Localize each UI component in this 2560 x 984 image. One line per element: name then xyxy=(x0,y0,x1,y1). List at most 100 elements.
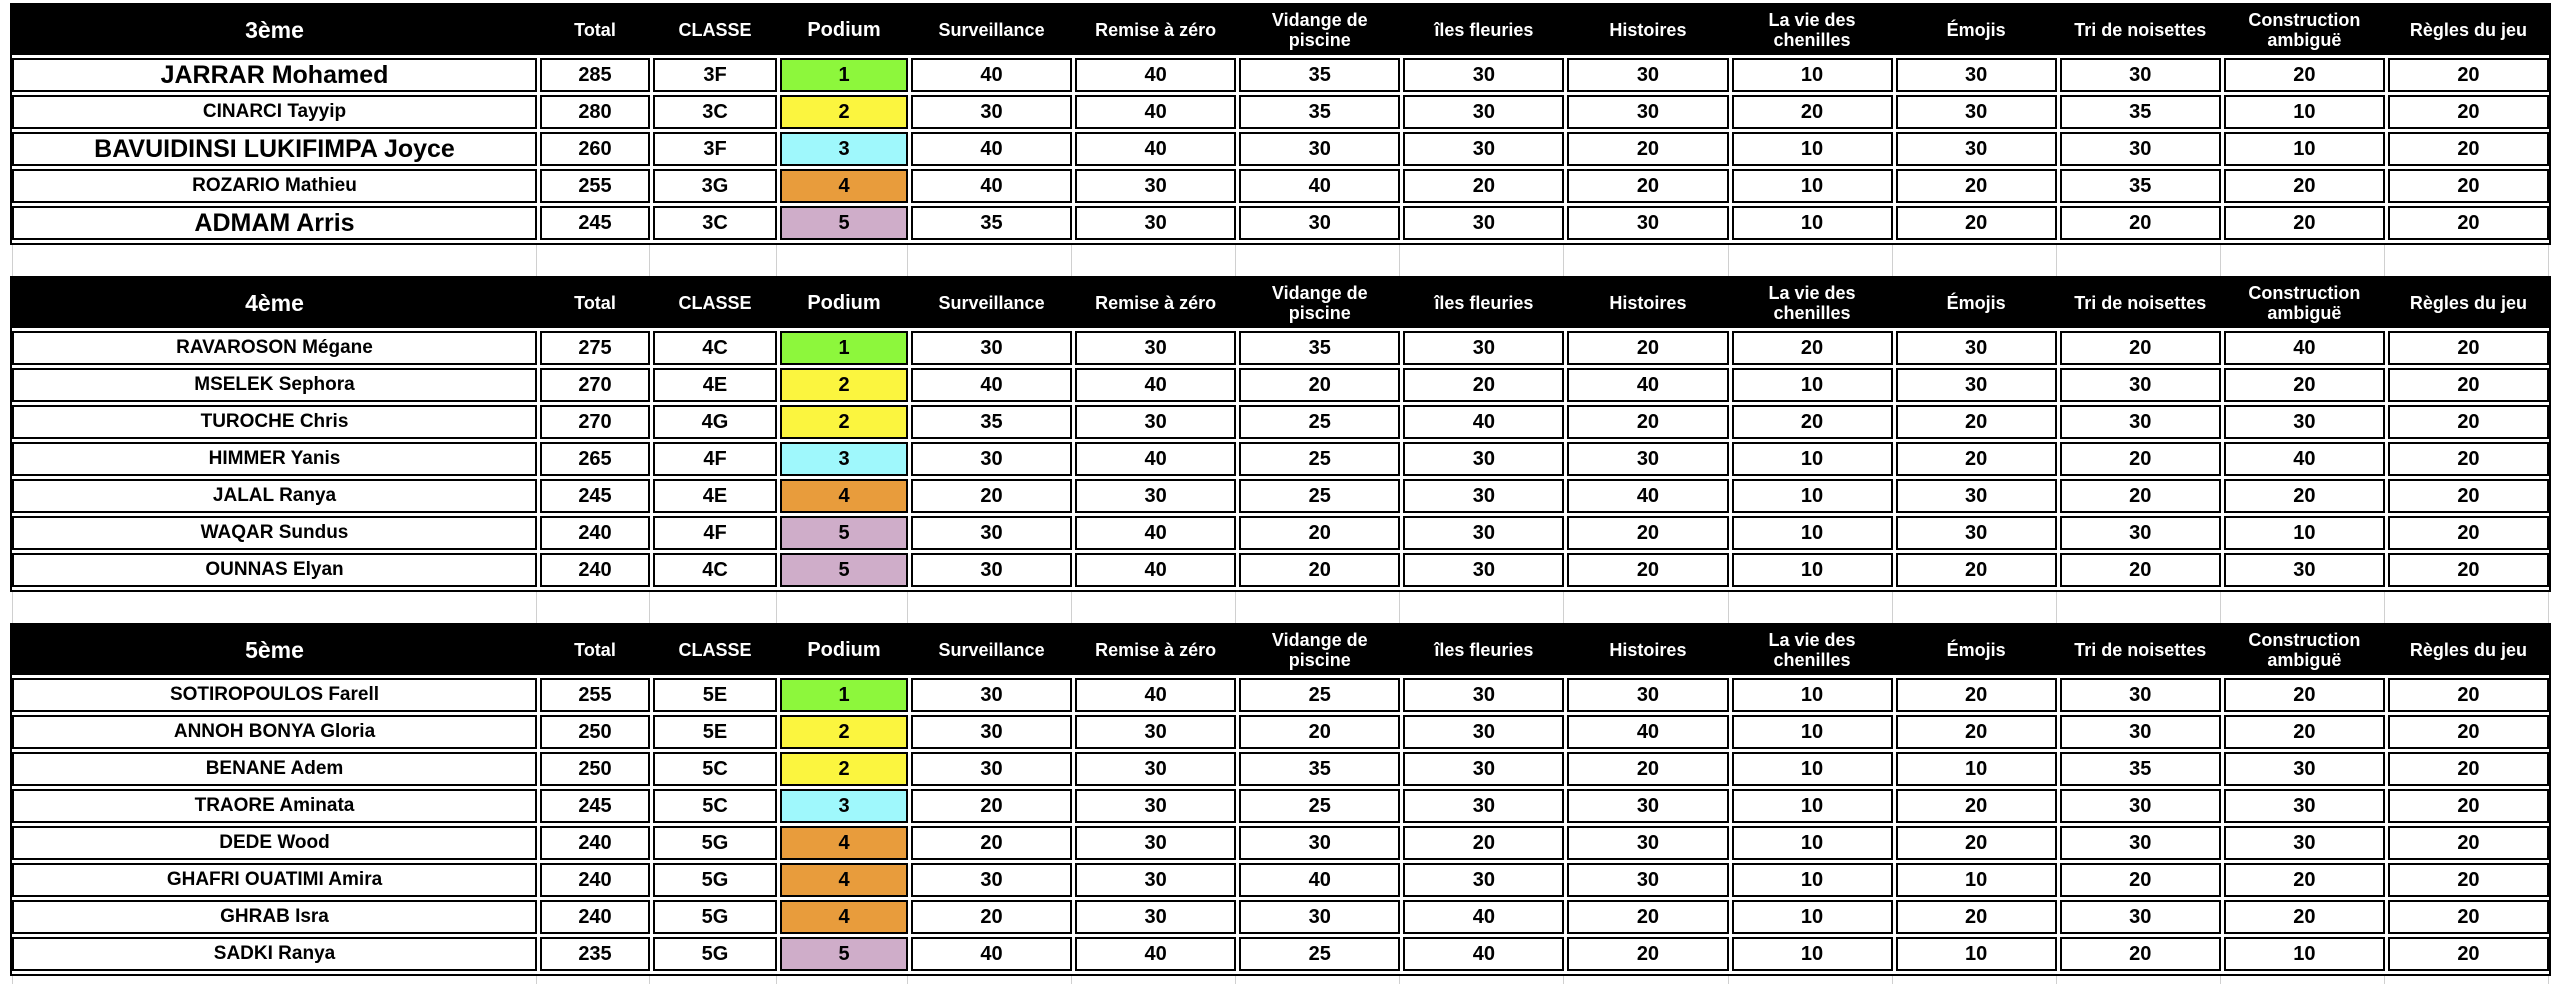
grid-line-cell xyxy=(2388,592,2549,623)
score-cell: 20 xyxy=(1895,442,2057,476)
grid-line-cell xyxy=(780,976,908,984)
table-body: RAVAROSON Mégane 275 4C 1 30 30 35 30 20 20 30 20 40… xyxy=(12,328,2549,590)
score-cell: 30 xyxy=(2059,715,2221,749)
score-cell: 40 xyxy=(1239,169,1401,203)
column-label-total: Total xyxy=(574,293,616,313)
classe-cell: 5G xyxy=(653,826,777,860)
classe-cell: 4F xyxy=(653,516,777,550)
score-cell: 30 xyxy=(1567,826,1729,860)
column-label-criterion: Construction ambiguë xyxy=(2248,10,2361,50)
podium-cell: 1 xyxy=(780,678,908,712)
score-cell: 20 xyxy=(1895,553,2057,587)
score-cell: 10 xyxy=(1731,442,1893,476)
score-cell: 20 xyxy=(2059,442,2221,476)
score-cell: 30 xyxy=(2059,405,2221,439)
score-cell: 30 xyxy=(911,715,1073,749)
score-cell: 30 xyxy=(1075,752,1237,786)
podium-cell: 2 xyxy=(780,405,908,439)
score-cell: 25 xyxy=(1239,678,1401,712)
score-cell: 30 xyxy=(1895,58,2057,92)
grid-line-cell xyxy=(2060,976,2221,984)
score-cell: 30 xyxy=(911,516,1073,550)
classe-cell: 5G xyxy=(653,937,777,971)
score-cell: 20 xyxy=(1731,331,1893,365)
score-cell: 20 xyxy=(1403,368,1565,402)
score-cell: 30 xyxy=(1895,132,2057,166)
score-cell: 40 xyxy=(1403,937,1565,971)
score-cell: 30 xyxy=(1403,442,1565,476)
score-cell: 40 xyxy=(1075,553,1237,587)
score-cell: 20 xyxy=(1731,405,1893,439)
podium-cell: 5 xyxy=(780,553,908,587)
score-cell: 20 xyxy=(2387,206,2549,240)
classe-cell: 4C xyxy=(653,331,777,365)
grade-table-5eme: 5ème Total CLASSE Podium Surveillance Remise … xyxy=(10,623,2551,976)
classe-cell: 4F xyxy=(653,442,777,476)
grade-label: 3ème xyxy=(245,17,304,43)
name-cell: CINARCI Tayyip xyxy=(12,95,537,129)
score-cell: 20 xyxy=(2059,553,2221,587)
score-cell: 20 xyxy=(2387,678,2549,712)
score-cell: 30 xyxy=(1567,95,1729,129)
total-cell: 245 xyxy=(540,479,650,513)
column-label-criterion: Émojis xyxy=(1946,293,2006,313)
score-cell: 20 xyxy=(1895,206,2057,240)
column-label-criterion: Remise à zéro xyxy=(1095,640,1217,660)
score-cell: 30 xyxy=(911,678,1073,712)
score-cell: 30 xyxy=(911,553,1073,587)
score-cell: 25 xyxy=(1239,479,1401,513)
score-cell: 30 xyxy=(2223,789,2385,823)
score-cell: 25 xyxy=(1239,789,1401,823)
grid-line-cell xyxy=(780,592,908,623)
score-cell: 30 xyxy=(1403,331,1565,365)
column-label-criterion: Tri de noisettes xyxy=(2074,640,2207,660)
score-cell: 10 xyxy=(1731,479,1893,513)
score-cell: 30 xyxy=(1075,479,1237,513)
podium-cell: 2 xyxy=(780,715,908,749)
score-cell: 10 xyxy=(1731,368,1893,402)
total-cell: 270 xyxy=(540,368,650,402)
column-label-criterion: Surveillance xyxy=(938,640,1045,660)
score-cell: 30 xyxy=(1567,863,1729,897)
score-cell: 20 xyxy=(2387,132,2549,166)
total-cell: 285 xyxy=(540,58,650,92)
score-cell: 30 xyxy=(2059,789,2221,823)
score-cell: 30 xyxy=(1403,95,1565,129)
score-cell: 30 xyxy=(1075,169,1237,203)
score-cell: 10 xyxy=(1731,206,1893,240)
score-cell: 20 xyxy=(1895,405,2057,439)
column-label-criterion: îles fleuries xyxy=(1434,293,1534,313)
podium-cell: 4 xyxy=(780,900,908,934)
score-cell: 30 xyxy=(1567,206,1729,240)
grid-line-cell xyxy=(540,976,650,984)
score-cell: 30 xyxy=(1403,479,1565,513)
score-cell: 30 xyxy=(1403,132,1565,166)
podium-cell: 4 xyxy=(780,826,908,860)
total-cell: 250 xyxy=(540,715,650,749)
classe-cell: 3F xyxy=(653,58,777,92)
score-cell: 40 xyxy=(1075,95,1237,129)
score-cell: 20 xyxy=(1403,169,1565,203)
score-cell: 40 xyxy=(911,368,1073,402)
column-label-total: Total xyxy=(574,640,616,660)
score-cell: 20 xyxy=(1895,789,2057,823)
score-cell: 30 xyxy=(1403,553,1565,587)
score-cell: 20 xyxy=(1567,937,1729,971)
classe-cell: 5E xyxy=(653,678,777,712)
column-label-criterion: Règles du jeu xyxy=(2409,20,2527,40)
score-cell: 35 xyxy=(1239,752,1401,786)
name-cell: TRAORE Aminata xyxy=(12,789,537,823)
score-cell: 20 xyxy=(2387,863,2549,897)
grade-table-4eme: 4ème Total CLASSE Podium Surveillance Remise … xyxy=(10,276,2551,592)
score-cell: 20 xyxy=(911,900,1073,934)
column-label-criterion: Surveillance xyxy=(938,20,1045,40)
score-cell: 30 xyxy=(2059,678,2221,712)
table-header-row: 3ème Total CLASSE Podium Surveillance Remise … xyxy=(12,5,2549,55)
total-cell: 240 xyxy=(540,553,650,587)
total-cell: 250 xyxy=(540,752,650,786)
column-label-criterion: Histoires xyxy=(1609,293,1687,313)
classe-cell: 4E xyxy=(653,479,777,513)
total-cell: 240 xyxy=(540,863,650,897)
score-cell: 30 xyxy=(1567,58,1729,92)
grid-line-cell xyxy=(1896,592,2057,623)
